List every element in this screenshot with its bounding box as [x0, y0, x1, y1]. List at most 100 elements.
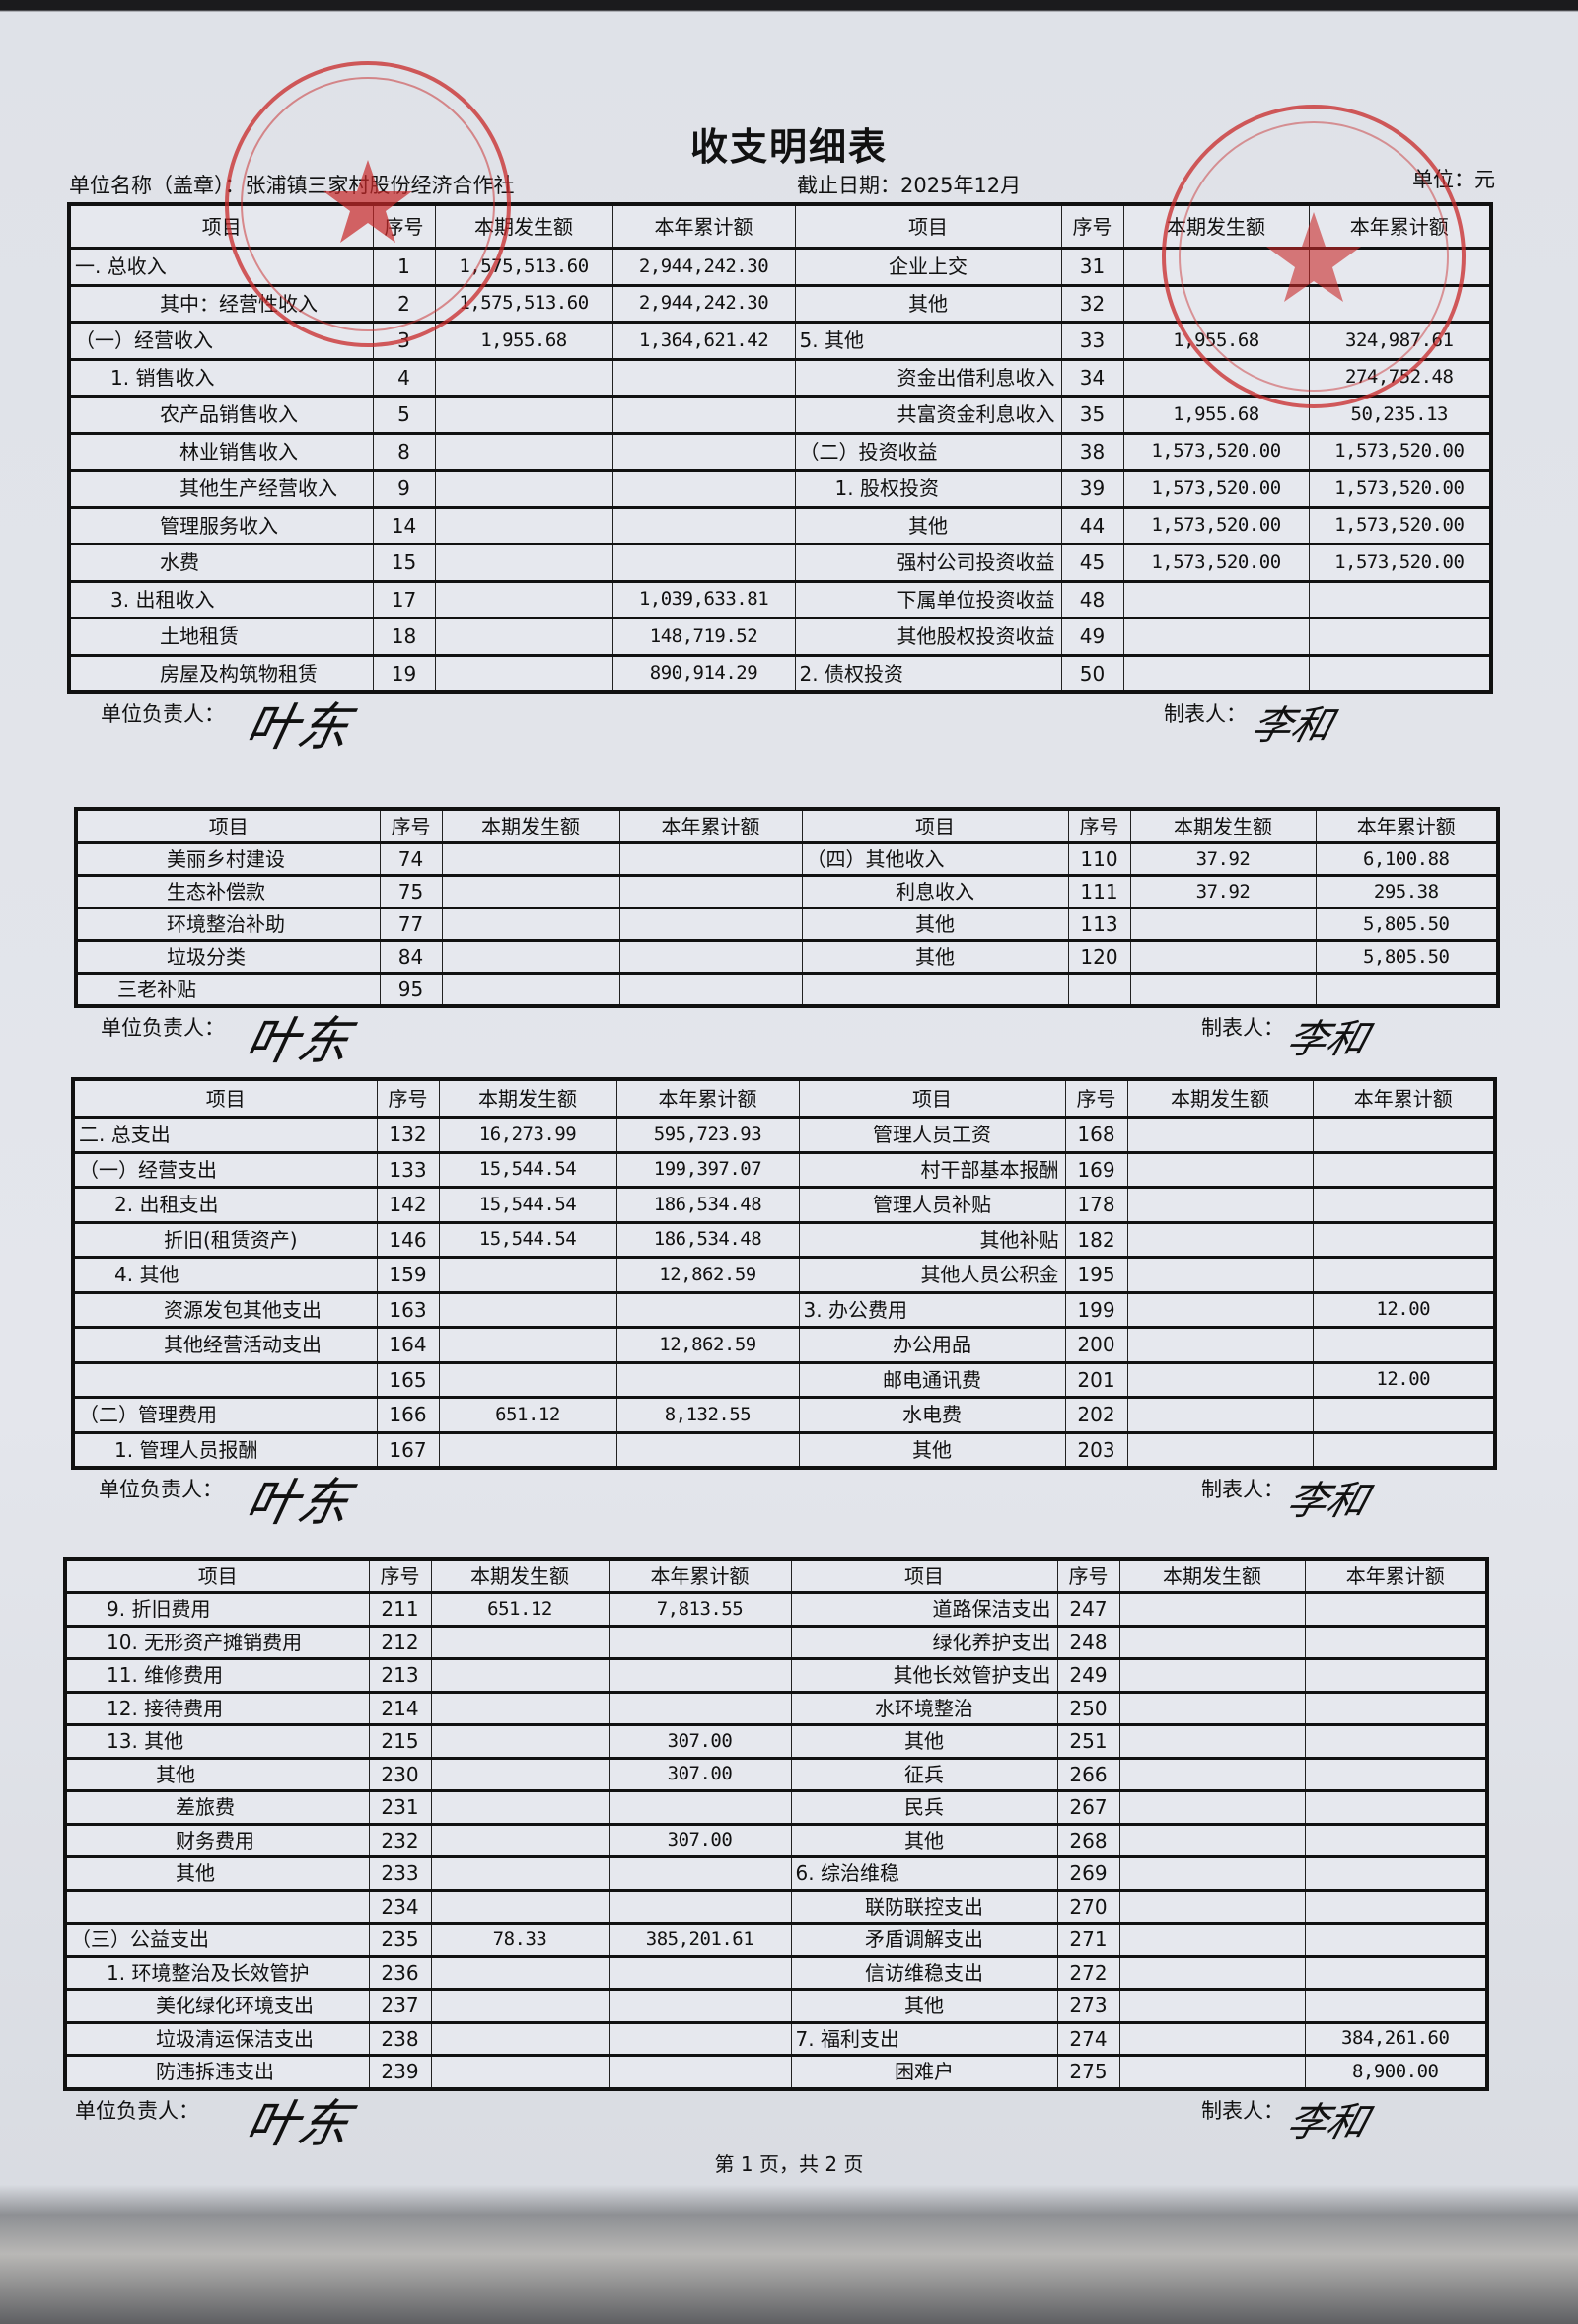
cell-item: 共富资金利息收入: [794, 396, 1062, 435]
table-row: 4. 其他 159 12,862.59 其他人员公积金 195: [72, 1257, 1496, 1294]
ledger-table-2: 项目 序号 本期发生额 本年累计额 项目 序号 本期发生额 本年累计额 美丽乡村建设 74 （四）其…: [74, 807, 1500, 1008]
cell-ytd-amount: [608, 1790, 792, 1826]
cell-number: 113: [1067, 908, 1131, 942]
table-row: 折旧(租赁资产) 146 15,544.54 186,534.48 其他补贴 182: [72, 1221, 1496, 1259]
cell-item: 管理服务收入: [68, 506, 374, 545]
seal-star-icon: [241, 77, 495, 331]
cell-current-amount: [438, 1361, 617, 1399]
cell-number: 203: [1064, 1431, 1128, 1470]
ledger-table-3: 项目 序号 本期发生额 本年累计额 项目 序号 本期发生额 本年累计额 二. 总支出 132 16,…: [71, 1077, 1497, 1470]
cell-current-amount: [434, 506, 613, 545]
cell-item: 其他: [801, 908, 1069, 942]
cell-item: 下属单位投资收益: [794, 580, 1062, 619]
cell-ytd-amount: [1312, 1397, 1496, 1434]
cell-number: 9: [372, 470, 436, 509]
cell-ytd-amount: [611, 470, 796, 509]
column-header: 本年累计额: [615, 1078, 800, 1119]
cell-number: 50: [1060, 654, 1124, 694]
table-row: 土地租赁 18 148,719.52 其他股权投资收益 49: [68, 617, 1492, 657]
cell-current-amount: [1126, 1327, 1314, 1364]
cell-current-amount: [1122, 617, 1310, 657]
cell-current-amount: [1126, 1221, 1314, 1259]
cell-number: 132: [376, 1117, 440, 1154]
cell-item: 邮电通讯费: [798, 1361, 1066, 1399]
cell-item: 资金出借利息收入: [794, 358, 1062, 398]
manager-signature: 叶东: [240, 698, 356, 758]
cell-ytd-amount: [611, 358, 796, 398]
seal-star-icon: [1179, 121, 1449, 392]
column-header: 本期发生额: [438, 1078, 617, 1119]
cell-number: 239: [368, 2055, 432, 2090]
column-header: 本期发生额: [441, 808, 620, 844]
table-row: 农产品销售收入 5 共富资金利息收入 35 1,955.68 50,235.13: [68, 396, 1492, 435]
cell-ytd-amount: [618, 973, 803, 1008]
cell-ytd-amount: 295.38: [1315, 875, 1499, 909]
left-seal-stamp: [225, 61, 511, 347]
document-title: 收支明细表: [689, 125, 888, 169]
cell-current-amount: [1126, 1117, 1314, 1154]
cell-number: 146: [376, 1221, 440, 1259]
cell-ytd-amount: 8,132.55: [615, 1397, 800, 1434]
cell-ytd-amount: [608, 1625, 792, 1660]
cell-ytd-amount: 5,805.50: [1315, 940, 1499, 975]
cell-current-amount: 15,544.54: [438, 1151, 617, 1189]
cell-item: 其他补贴: [798, 1221, 1066, 1259]
cell-current-amount: 1,573,520.00: [1122, 432, 1310, 472]
cell-number: 270: [1056, 1889, 1120, 1925]
cell-item: 垃圾分类: [75, 940, 381, 975]
table-row: 9. 折旧费用 211 651.12 7,813.55 道路保洁支出 247: [64, 1592, 1488, 1628]
cell-number: 31: [1060, 248, 1124, 287]
table-row: （三）公益支出 235 78.33 385,201.61 矛盾调解支出 271: [64, 1923, 1488, 1958]
cell-ytd-amount: [1304, 1856, 1488, 1892]
cell-ytd-amount: 12.00: [1312, 1361, 1496, 1399]
cell-number: 202: [1064, 1397, 1128, 1434]
cell-current-amount: [1118, 1757, 1306, 1792]
cell-item: （二）管理费用: [72, 1397, 378, 1434]
cell-current-amount: [1126, 1151, 1314, 1189]
cell-number: 251: [1056, 1724, 1120, 1760]
cell-ytd-amount: [608, 1889, 792, 1925]
cell-ytd-amount: 7,813.55: [608, 1592, 792, 1628]
cell-current-amount: [430, 1625, 610, 1660]
cell-current-amount: 16,273.99: [438, 1117, 617, 1154]
cell-number: 17: [372, 580, 436, 619]
cell-number: 268: [1056, 1823, 1120, 1858]
cell-current-amount: [441, 908, 620, 942]
cell-number: 34: [1060, 358, 1124, 398]
cell-item: 管理人员工资: [798, 1117, 1066, 1154]
column-header: 本期发生额: [1118, 1558, 1306, 1594]
cell-item: 4. 其他: [72, 1257, 378, 1294]
cell-ytd-amount: 199,397.07: [615, 1151, 800, 1189]
cell-current-amount: 1,573,520.00: [1122, 544, 1310, 583]
cell-current-amount: [1118, 1889, 1306, 1925]
cell-item: 6. 综治维稳: [790, 1856, 1058, 1892]
cell-ytd-amount: [618, 842, 803, 877]
cell-ytd-amount: [608, 1691, 792, 1726]
cell-ytd-amount: [1304, 1691, 1488, 1726]
cell-current-amount: 37.92: [1129, 875, 1317, 909]
cell-number: 269: [1056, 1856, 1120, 1892]
cell-item: 联防联控支出: [790, 1889, 1058, 1925]
table-row: 水费 15 强村公司投资收益 45 1,573,520.00 1,573,520.00: [68, 544, 1492, 583]
cell-ytd-amount: [618, 875, 803, 909]
cell-current-amount: [438, 1291, 617, 1329]
table-row: 资源发包其他支出 163 3. 办公费用 199 12.00: [72, 1291, 1496, 1329]
column-header: 项目: [801, 808, 1069, 844]
cell-number: 168: [1064, 1117, 1128, 1154]
cell-item: 其他: [801, 940, 1069, 975]
cell-number: 18: [372, 617, 436, 657]
cell-ytd-amount: 384,261.60: [1304, 2021, 1488, 2057]
table-row: 二. 总支出 132 16,273.99 595,723.93 管理人员工资 168: [72, 1117, 1496, 1154]
cell-item: 美丽乡村建设: [75, 842, 381, 877]
cell-item: 资源发包其他支出: [72, 1291, 378, 1329]
column-header: 项目: [794, 203, 1062, 250]
cell-number: 211: [368, 1592, 432, 1628]
table-row: 1. 销售收入 4 资金出借利息收入 34 274,752.48: [68, 358, 1492, 398]
cell-item: 2. 出租支出: [72, 1187, 378, 1224]
cell-item: 其他: [794, 284, 1062, 324]
table-row: 美丽乡村建设 74 （四）其他收入 110 37.92 6,100.88: [75, 842, 1499, 877]
cell-item: 房屋及构筑物租赁: [68, 654, 374, 694]
cell-item: [64, 1889, 370, 1925]
cell-current-amount: [1126, 1361, 1314, 1399]
cell-number: 231: [368, 1790, 432, 1826]
